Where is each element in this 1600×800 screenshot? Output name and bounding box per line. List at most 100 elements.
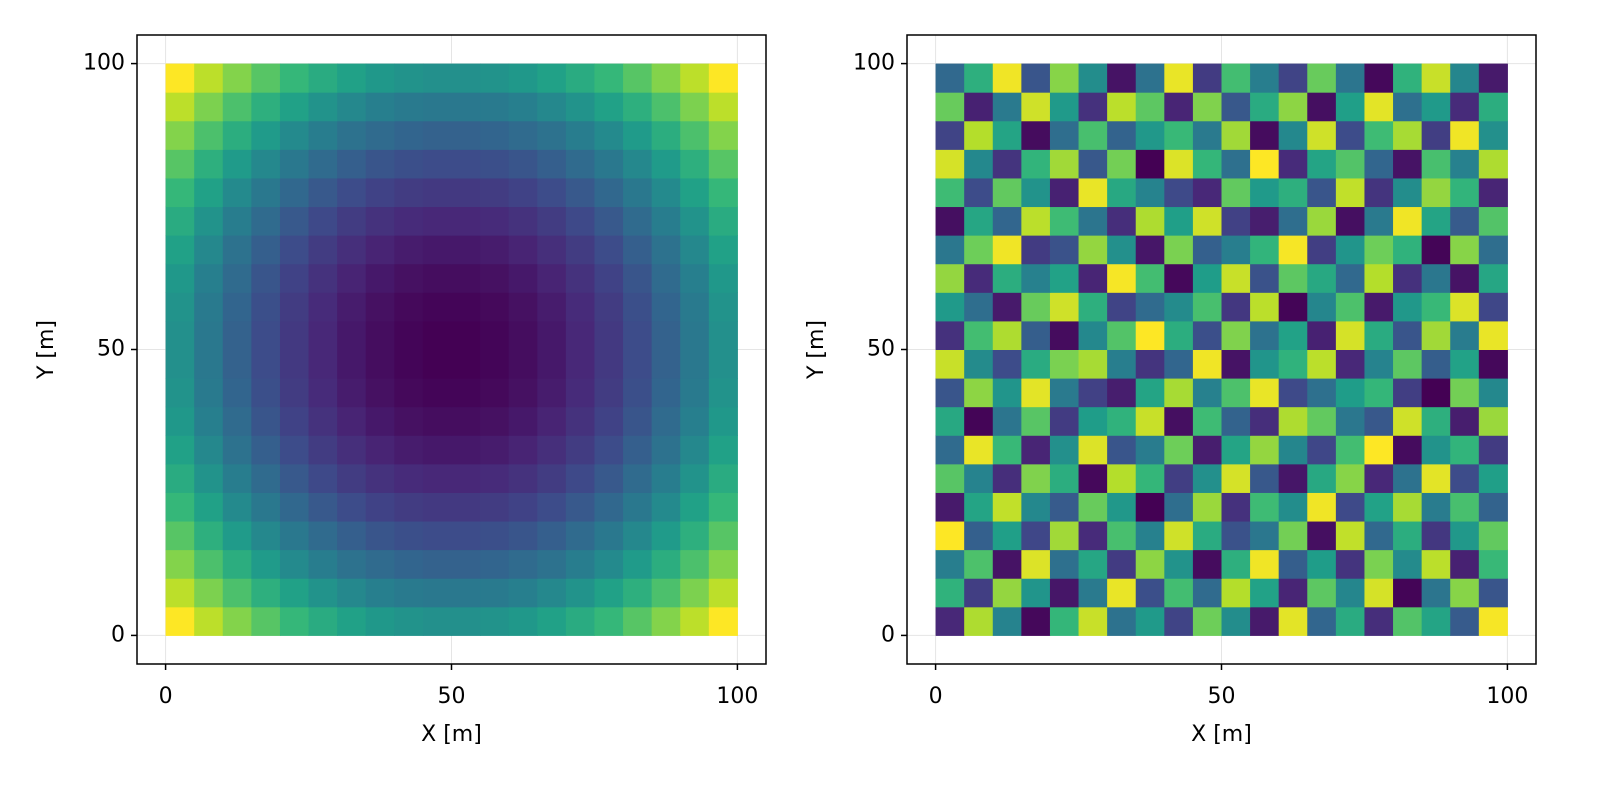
heatmap-cell [451, 435, 481, 465]
heatmap-cell [565, 149, 595, 179]
heatmap-cell [708, 463, 738, 493]
heatmap-cell [279, 578, 310, 608]
heatmap-cell [935, 492, 965, 522]
heatmap-cell [194, 149, 224, 179]
heatmap-cell [1078, 206, 1108, 236]
heatmap-cell [337, 177, 367, 208]
heatmap-cell [279, 378, 310, 408]
heatmap-cell [308, 292, 338, 322]
heatmap-cell [251, 606, 281, 636]
heatmap-cell [1135, 435, 1165, 465]
heatmap-cell [992, 492, 1022, 522]
heatmap-cell [451, 292, 481, 322]
heatmap-cell [651, 263, 681, 293]
heatmap-cell [680, 463, 710, 493]
heatmap-cell [1021, 120, 1051, 150]
heatmap-cell [1135, 149, 1165, 179]
heatmap-cell [480, 320, 510, 350]
heatmap-cell [422, 378, 452, 408]
heatmap-cell [1393, 463, 1423, 493]
heatmap-cell [1307, 492, 1337, 522]
heatmap-cell [1192, 292, 1222, 322]
heatmap-cell [935, 378, 965, 408]
heatmap-cell [194, 263, 224, 293]
heatmap-cell [365, 578, 395, 608]
heatmap-cell [1135, 63, 1165, 93]
x-tick-label: 100 [1486, 684, 1528, 709]
heatmap-cell [1192, 177, 1222, 208]
heatmap-cell [594, 149, 624, 179]
heatmap-cell [1393, 320, 1423, 350]
heatmap-cell [1450, 149, 1480, 179]
heatmap-cell [165, 320, 195, 350]
heatmap-cell [194, 521, 224, 551]
heatmap-cell [1393, 435, 1423, 465]
heatmap-cell [1278, 177, 1308, 208]
x-tick-label: 100 [716, 684, 758, 709]
heatmap-cell [537, 263, 567, 293]
heatmap-cell [251, 549, 281, 579]
heatmap-cell [222, 435, 252, 465]
heatmap-cell [935, 320, 965, 350]
heatmap-cell [680, 320, 710, 350]
heatmap-cell [1421, 378, 1451, 408]
heatmap-cell [1164, 435, 1194, 465]
heatmap-cell [1049, 149, 1080, 179]
heatmap-cell [1221, 578, 1251, 608]
heatmap-cell [337, 235, 367, 265]
heatmap-cell [394, 206, 424, 236]
heatmap-cell [537, 320, 567, 350]
heatmap-cell [1221, 492, 1251, 522]
heatmap-cell [422, 235, 452, 265]
heatmap-cell [594, 263, 624, 293]
heatmap-cell [1164, 320, 1194, 350]
heatmap-cell [1192, 578, 1222, 608]
heatmap-cell [1164, 463, 1194, 493]
heatmap-cell [992, 63, 1022, 93]
heatmap-cell [279, 92, 310, 122]
heatmap-cell [1335, 92, 1365, 122]
heatmap-cell [251, 206, 281, 236]
y-tick-label: 0 [881, 622, 895, 647]
heatmap-cell [1393, 177, 1423, 208]
heatmap-cell [165, 263, 195, 293]
heatmap-cell [1393, 578, 1423, 608]
heatmap-cell [1393, 263, 1423, 293]
heatmap-cell [279, 349, 310, 379]
heatmap-cell [594, 177, 624, 208]
heatmap-cell [480, 92, 510, 122]
heatmap-cell [1221, 263, 1251, 293]
heatmap-cell [935, 206, 965, 236]
heatmap-cell [222, 177, 252, 208]
heatmap-cell [1450, 606, 1480, 636]
heatmap-cell [680, 521, 710, 551]
heatmap-cell [165, 63, 195, 93]
heatmap-cell [680, 378, 710, 408]
heatmap-cell [1192, 63, 1222, 93]
heatmap-cell [251, 463, 281, 493]
heatmap-cell [1450, 435, 1480, 465]
heatmap-cell [1250, 378, 1280, 408]
heatmap-cell [1049, 320, 1080, 350]
heatmap-cell [1278, 463, 1308, 493]
heatmap-cell [279, 120, 310, 150]
heatmap-cell [964, 149, 994, 179]
heatmap-cell [308, 320, 338, 350]
heatmap-cell [1221, 149, 1251, 179]
heatmap-cell [651, 435, 681, 465]
heatmap-cell [1221, 349, 1251, 379]
heatmap-cell [1107, 92, 1137, 122]
heatmap-cell [935, 349, 965, 379]
heatmap-cell [394, 435, 424, 465]
heatmap-cell [1164, 349, 1194, 379]
heatmap-cell [1450, 120, 1480, 150]
heatmap-cell [1192, 521, 1222, 551]
heatmap-cell [222, 349, 252, 379]
heatmap-cell [222, 320, 252, 350]
heatmap-cell [1364, 320, 1394, 350]
heatmap-cell [194, 177, 224, 208]
heatmap-cell [1278, 206, 1308, 236]
heatmap-cell [1335, 606, 1365, 636]
heatmap-cell [1192, 120, 1222, 150]
heatmap-cell [1421, 292, 1451, 322]
